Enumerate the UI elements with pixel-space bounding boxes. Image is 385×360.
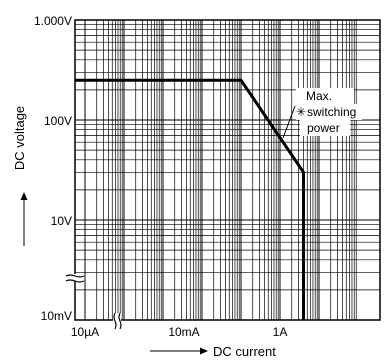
annotation: ✳ Max. switching power xyxy=(282,88,362,139)
chart-grid xyxy=(75,20,380,320)
annotation-line-3: power xyxy=(307,121,340,135)
y-axis-title: DC voltage xyxy=(12,106,27,170)
y-tick-label-1000v: 1.000V xyxy=(34,14,72,28)
max-switching-power-curve xyxy=(75,78,305,320)
annotation-line-1: Max. xyxy=(306,89,332,103)
y-axis-title-group: DC voltage xyxy=(12,106,28,246)
y-tick-label-100v: 100V xyxy=(44,114,72,128)
annotation-symbol: ✳ xyxy=(296,105,306,119)
x-tick-label-10ua: 10µA xyxy=(71,325,99,339)
plot-frame xyxy=(74,19,381,321)
y-tick-label-10v: 10V xyxy=(51,214,72,228)
x-axis-title-group: DC current xyxy=(150,344,276,359)
x-axis-arrowhead xyxy=(200,347,208,355)
y-axis-break xyxy=(65,274,85,283)
x-tick-label-1a: 1A xyxy=(273,325,288,339)
x-tick-label-10ma: 10mA xyxy=(168,325,199,339)
annotation-line-2: switching xyxy=(307,105,356,119)
annotation-leader-line xyxy=(282,105,296,139)
y-tick-label-10mv: 10mV xyxy=(41,309,72,323)
x-axis-title: DC current xyxy=(213,344,276,359)
y-axis-arrowhead xyxy=(20,192,28,200)
x-axis-break xyxy=(113,312,122,330)
